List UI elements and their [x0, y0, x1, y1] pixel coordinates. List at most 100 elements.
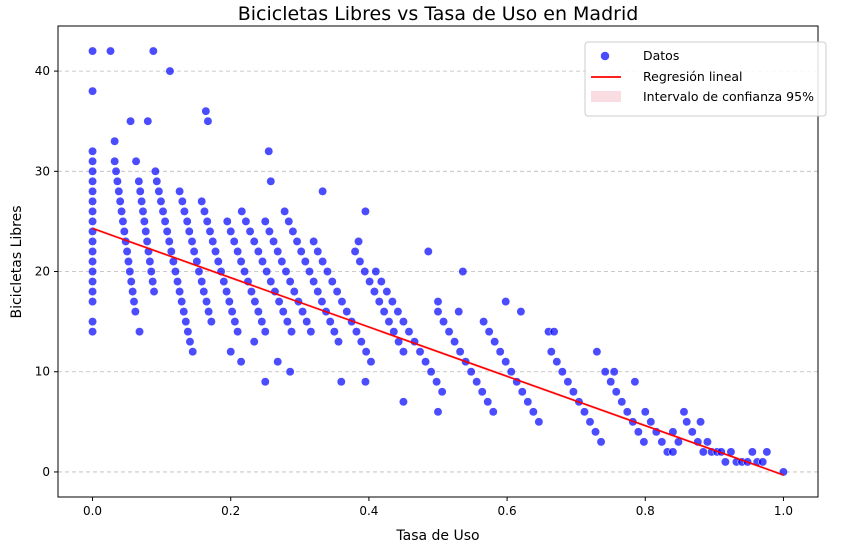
data-point [213, 257, 223, 266]
data-point [253, 307, 263, 317]
data-point [150, 166, 160, 176]
data-point [439, 317, 448, 327]
data-point [135, 186, 145, 196]
data-point [199, 287, 209, 297]
y-ticks: 0 10 20 30 40 [35, 64, 58, 479]
data-point [138, 206, 148, 216]
data-point [280, 206, 290, 216]
data-point [490, 337, 500, 347]
data-point [202, 297, 211, 307]
data-point [88, 216, 97, 226]
data-point [506, 367, 516, 377]
data-point [262, 267, 272, 276]
data-point [126, 116, 135, 126]
data-point [622, 407, 632, 417]
data-point [88, 206, 97, 216]
data-point [179, 206, 189, 216]
data-point [137, 196, 147, 206]
data-point [458, 267, 468, 276]
data-point [361, 347, 371, 357]
data-point [197, 277, 207, 286]
x-tick-label: 0.4 [359, 504, 378, 518]
data-point [111, 166, 121, 176]
data-point [164, 237, 174, 246]
data-point [202, 216, 212, 226]
data-point [88, 297, 97, 307]
data-point [302, 317, 312, 327]
data-point [149, 287, 159, 297]
data-point [352, 327, 361, 337]
data-point [88, 46, 97, 56]
data-point [606, 377, 616, 387]
data-point [374, 297, 384, 307]
data-point [274, 297, 284, 307]
data-point [633, 427, 643, 437]
data-point [236, 357, 246, 367]
data-point [483, 397, 493, 407]
data-point [747, 447, 757, 457]
data-point [384, 317, 394, 327]
data-point [226, 347, 236, 357]
data-point [305, 267, 314, 276]
data-point [450, 337, 460, 347]
data-point [88, 86, 97, 96]
data-point [317, 297, 327, 307]
data-point [146, 267, 156, 276]
data-point [162, 226, 172, 236]
data-point [160, 216, 170, 226]
data-point [110, 156, 120, 166]
data-point [88, 176, 97, 186]
data-point [88, 287, 97, 297]
data-point [269, 237, 279, 246]
data-point [287, 327, 296, 337]
data-point [175, 186, 185, 196]
y-tick-label: 10 [35, 365, 50, 379]
data-point [337, 297, 347, 307]
data-point [580, 407, 589, 417]
data-point [568, 387, 578, 397]
data-point [222, 287, 232, 297]
legend-label-datos: Datos [643, 48, 679, 63]
data-point [158, 206, 168, 216]
data-point [142, 237, 152, 246]
data-point [355, 257, 365, 266]
data-point [88, 317, 97, 327]
data-point [112, 176, 122, 186]
data-point [141, 226, 151, 236]
data-point [227, 307, 237, 317]
data-point [356, 337, 366, 347]
plot-frame [57, 25, 819, 498]
regression-line [92, 227, 784, 476]
data-point [334, 337, 343, 347]
data-point [421, 357, 431, 367]
data-point [399, 317, 408, 327]
y-tick-label: 40 [35, 64, 50, 78]
y-tick-label: 20 [35, 265, 50, 279]
data-point [592, 347, 602, 357]
data-points [88, 46, 788, 477]
data-point [298, 307, 308, 317]
data-point [205, 226, 215, 236]
data-point [426, 367, 436, 377]
data-point [563, 377, 573, 387]
data-point [260, 216, 270, 226]
data-point [640, 407, 650, 417]
data-point [177, 297, 187, 307]
data-point [361, 377, 370, 387]
data-point [284, 216, 294, 226]
data-point [165, 66, 175, 76]
legend-marker-datos [600, 51, 610, 61]
data-point [549, 327, 559, 337]
data-point [455, 347, 465, 357]
legend-marker-confidence [591, 91, 621, 102]
data-point [585, 417, 595, 427]
data-point [194, 267, 204, 276]
data-point [376, 277, 386, 286]
data-point [241, 216, 251, 226]
data-point [233, 327, 243, 337]
grid-lines [58, 70, 818, 473]
data-point [148, 277, 158, 286]
data-point [253, 247, 263, 256]
data-point [387, 297, 397, 307]
